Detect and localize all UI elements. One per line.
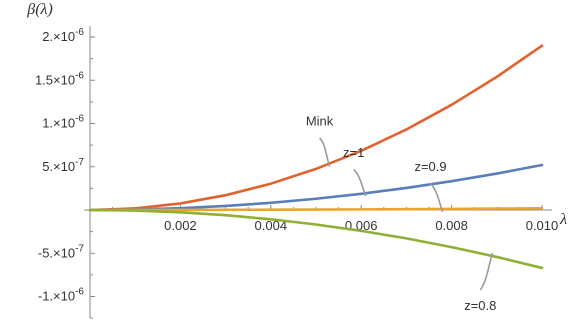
series-point bbox=[269, 208, 272, 211]
y-tick-mantissa: 5. bbox=[42, 159, 53, 174]
series-point bbox=[450, 246, 453, 248]
series-point bbox=[224, 208, 227, 211]
series-point bbox=[224, 214, 227, 217]
series-point bbox=[315, 168, 317, 170]
series-point bbox=[179, 211, 182, 214]
series-point bbox=[315, 197, 317, 200]
x-axis-title: λ bbox=[559, 211, 567, 228]
series-point bbox=[495, 75, 498, 78]
y-axis-title: β(λ) bbox=[26, 1, 53, 18]
annotation-leader bbox=[479, 252, 494, 291]
y-tick-mantissa: 2. bbox=[42, 29, 53, 44]
series-point bbox=[405, 128, 408, 131]
x-tick-label: 0.002 bbox=[164, 218, 197, 233]
y-tick-exponent: -6 bbox=[75, 287, 84, 298]
annotation-leader bbox=[430, 182, 444, 213]
y-tick-label: 1.×10-6 bbox=[42, 114, 84, 131]
y-tick-label: -5.×10-7 bbox=[38, 243, 85, 260]
series-point bbox=[541, 44, 543, 47]
x-tick-label: 0.008 bbox=[435, 218, 468, 233]
series-point bbox=[495, 207, 498, 210]
series-point bbox=[405, 208, 408, 211]
y-tick-mantissa: -1. bbox=[38, 289, 53, 304]
series-point bbox=[450, 207, 453, 210]
x-tick-label: 0.004 bbox=[255, 218, 288, 233]
y-tick-label: 1.5×10-6 bbox=[35, 70, 84, 87]
y-tick-exponent: -7 bbox=[75, 243, 84, 254]
series-line-1 bbox=[88, 163, 544, 212]
annotation-leader bbox=[353, 168, 367, 197]
series-point bbox=[360, 149, 363, 152]
y-tick-mantissa: -5. bbox=[38, 245, 53, 260]
y-tick-exponent: -6 bbox=[75, 114, 84, 125]
series-point bbox=[495, 172, 498, 175]
series-point bbox=[450, 103, 453, 106]
series-point bbox=[179, 209, 182, 211]
series-point bbox=[269, 201, 272, 204]
series-line-3 bbox=[88, 208, 544, 270]
y-tick-label: 5.×10-7 bbox=[42, 157, 84, 174]
series-point bbox=[224, 205, 227, 207]
series-point bbox=[405, 187, 408, 189]
y-ticks: 2.×10-6 1.5×10-6 1.×10-6 5.×10-7 -5.×10-7 -1.… bbox=[35, 27, 95, 319]
series-label: Mink bbox=[306, 113, 334, 128]
annotation-leader bbox=[318, 137, 331, 167]
x-ticks: 0.002 0.004 0.006 0.008 0.010 bbox=[112, 205, 559, 233]
series-point bbox=[541, 207, 543, 210]
series-point bbox=[450, 180, 453, 183]
x-tick-label: 0.010 bbox=[526, 218, 559, 233]
y-tick-exponent: -6 bbox=[75, 70, 84, 81]
y-tick-mantissa: 1. bbox=[42, 116, 53, 131]
series-point bbox=[405, 237, 408, 240]
series-label: z=0.9 bbox=[414, 159, 446, 174]
series-point bbox=[134, 209, 137, 212]
series-point bbox=[360, 192, 363, 195]
series-point bbox=[269, 182, 272, 185]
series-point bbox=[495, 256, 498, 258]
series-point bbox=[315, 223, 317, 226]
series-label: z=0.8 bbox=[464, 298, 496, 313]
series-point bbox=[541, 267, 543, 269]
series-point bbox=[541, 164, 543, 166]
series-point bbox=[89, 209, 91, 211]
series-point bbox=[315, 208, 317, 211]
series-point bbox=[269, 218, 272, 221]
series-group bbox=[88, 44, 544, 270]
y-tick-label: -1.×10-6 bbox=[38, 287, 85, 304]
y-tick-mantissa: 1.5 bbox=[35, 72, 53, 87]
series-point bbox=[360, 229, 363, 232]
series-point bbox=[179, 202, 182, 205]
series-annotations: Mink z=1 z=0.9 z=0.8 bbox=[306, 113, 497, 312]
y-tick-label: 2.×10-6 bbox=[42, 27, 84, 44]
series-label: z=1 bbox=[343, 145, 364, 160]
series-point bbox=[360, 208, 363, 211]
y-tick-exponent: -7 bbox=[75, 157, 84, 168]
series-point bbox=[224, 194, 227, 197]
y-tick-exponent: -6 bbox=[75, 27, 84, 38]
